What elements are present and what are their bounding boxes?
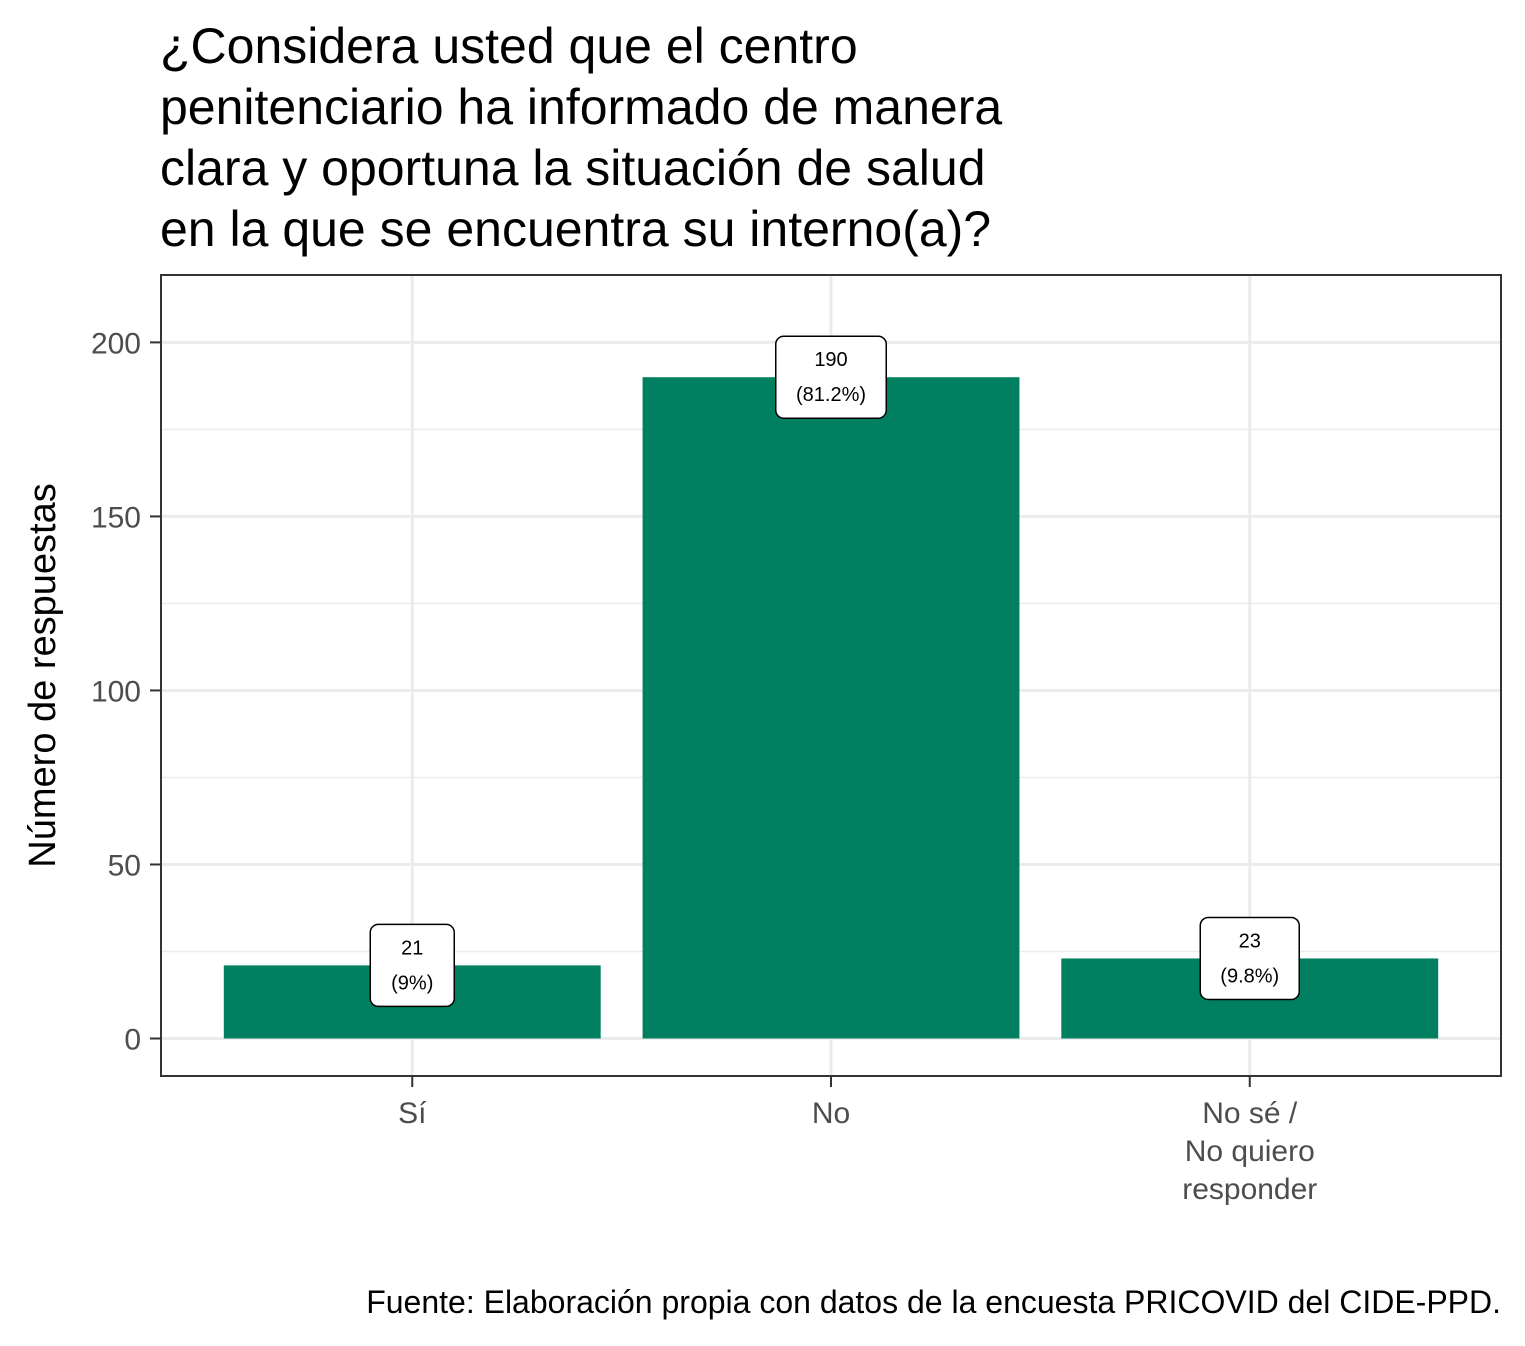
chart-title: ¿Considera usted que el centro penitenci… (160, 16, 1160, 260)
data-label-box (369, 923, 455, 1008)
y-tick-label: 100 (91, 675, 141, 708)
x-tick-label: responder (1182, 1173, 1317, 1206)
chart-title-line: en la que se encuentra su interno(a)? (160, 201, 992, 257)
y-axis-title: Número de respuestas (22, 483, 64, 867)
data-label-box (775, 335, 887, 419)
data-label-count: 190 (814, 349, 847, 371)
chart-title-line: ¿Considera usted que el centro (160, 18, 858, 74)
data-label-count: 23 (1239, 930, 1261, 952)
data-label-layer: 21 (9%) 190 (81.2%) 23 (9.8%) (369, 335, 1300, 1008)
y-tick-label: 200 (91, 327, 141, 360)
x-tick-label: No quiero (1185, 1135, 1315, 1168)
chart-title-line: penitenciario ha informado de manera (160, 79, 1003, 135)
y-tick-label: 0 (124, 1024, 141, 1057)
bar (642, 377, 1020, 1039)
data-label: 190 (81.2%) (775, 335, 887, 419)
data-label-box (1199, 916, 1300, 1001)
y-tick-label: 150 (91, 501, 141, 534)
data-label-percent: (81.2%) (796, 384, 866, 406)
chart-title-line: clara y oportuna la situación de salud (160, 140, 986, 196)
data-label-percent: (9.8%) (1220, 965, 1279, 987)
x-tick-label: No sé / (1202, 1097, 1298, 1130)
chart-caption: Fuente: Elaboración propia con datos de … (366, 1284, 1501, 1320)
data-label-count: 21 (401, 937, 423, 959)
bar-layer (223, 377, 1439, 1039)
axis-layer: 0 50 100 150 200 Sí No No sé / No quiero responde… (91, 327, 1317, 1206)
x-tick-label: Sí (398, 1097, 427, 1130)
data-label-percent: (9%) (391, 972, 433, 994)
data-label: 21 (9%) (369, 923, 455, 1008)
data-label: 23 (9.8%) (1199, 916, 1300, 1001)
y-tick-label: 50 (108, 849, 141, 882)
x-tick-label: No (812, 1097, 850, 1130)
